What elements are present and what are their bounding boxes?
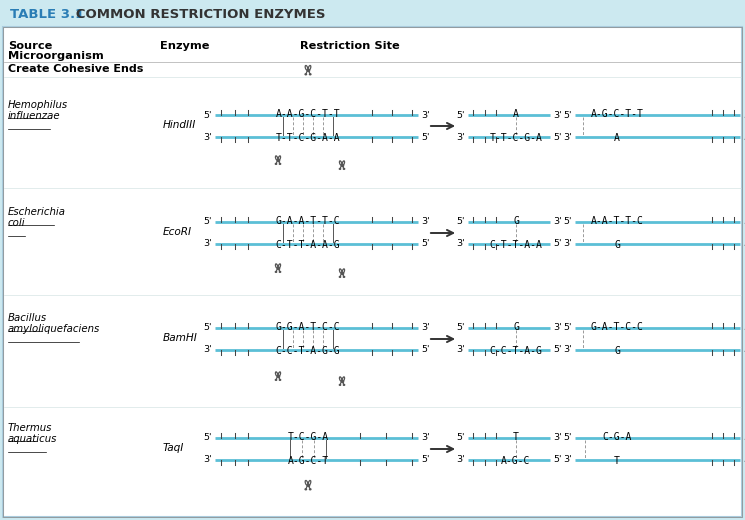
- Text: 5': 5': [421, 345, 430, 355]
- Text: C-G-A: C-G-A: [602, 432, 632, 442]
- Text: G: G: [513, 216, 519, 226]
- Text: T-T-C-G-A-A: T-T-C-G-A-A: [276, 133, 340, 143]
- Text: 5': 5': [743, 240, 745, 249]
- Text: 3': 3': [553, 323, 562, 332]
- Text: 3': 3': [203, 133, 212, 141]
- Text: 5': 5': [457, 434, 465, 443]
- Text: 3': 3': [563, 240, 572, 249]
- Text: C-T-T-A-A: C-T-T-A-A: [489, 240, 542, 250]
- Text: 3': 3': [203, 456, 212, 464]
- Text: C-C-T-A-G-G: C-C-T-A-G-G: [276, 346, 340, 356]
- Text: T: T: [513, 432, 519, 442]
- Text: 3': 3': [457, 240, 465, 249]
- Text: 5': 5': [563, 323, 572, 332]
- Text: Escherichia: Escherichia: [8, 207, 66, 217]
- Text: 5': 5': [421, 456, 430, 464]
- Text: 5': 5': [553, 133, 562, 141]
- Text: T-T-C-G-A: T-T-C-G-A: [489, 133, 542, 143]
- Text: 3': 3': [421, 110, 430, 120]
- Text: 3': 3': [457, 345, 465, 355]
- Text: amyloliquefaciens: amyloliquefaciens: [8, 324, 101, 334]
- Text: 3': 3': [421, 217, 430, 227]
- Text: A-G-C-T: A-G-C-T: [288, 456, 329, 466]
- Text: G-A-A-T-T-C: G-A-A-T-T-C: [276, 216, 340, 226]
- Text: A-G-C: A-G-C: [501, 456, 530, 466]
- Text: Thermus: Thermus: [8, 423, 52, 433]
- Text: 5': 5': [743, 345, 745, 355]
- Text: 3': 3': [743, 323, 745, 332]
- Text: G: G: [513, 322, 519, 332]
- Text: Microorganism: Microorganism: [8, 51, 104, 61]
- Text: EcoRI: EcoRI: [163, 227, 192, 237]
- Text: 3': 3': [553, 217, 562, 227]
- Text: 5': 5': [563, 434, 572, 443]
- Text: 5': 5': [563, 110, 572, 120]
- Text: BamHI: BamHI: [163, 333, 198, 343]
- Text: 5': 5': [743, 133, 745, 141]
- Text: Enzyme: Enzyme: [160, 41, 209, 51]
- Text: T: T: [614, 456, 620, 466]
- Text: TABLE 3.1: TABLE 3.1: [10, 7, 84, 20]
- Text: 5': 5': [457, 110, 465, 120]
- Text: 3': 3': [563, 345, 572, 355]
- Text: G-A-T-C-C: G-A-T-C-C: [591, 322, 644, 332]
- Text: coli: coli: [8, 218, 25, 228]
- Text: 5': 5': [563, 217, 572, 227]
- Text: C-C-T-A-G: C-C-T-A-G: [489, 346, 542, 356]
- Text: G-G-A-T-C-C: G-G-A-T-C-C: [276, 322, 340, 332]
- Text: 3': 3': [563, 456, 572, 464]
- Text: 3': 3': [743, 434, 745, 443]
- Text: 3': 3': [743, 217, 745, 227]
- Text: A-G-C-T-T: A-G-C-T-T: [591, 109, 644, 119]
- Text: 5': 5': [203, 217, 212, 227]
- Text: A: A: [513, 109, 519, 119]
- Text: G: G: [614, 346, 620, 356]
- Text: 5': 5': [203, 110, 212, 120]
- Text: A: A: [614, 133, 620, 143]
- Text: Hemophilus: Hemophilus: [8, 100, 68, 110]
- Text: TaqI: TaqI: [163, 443, 184, 453]
- Text: 5': 5': [203, 434, 212, 443]
- Text: Create Cohesive Ends: Create Cohesive Ends: [8, 64, 143, 74]
- Text: aquaticus: aquaticus: [8, 434, 57, 444]
- Text: C-T-T-A-A-G: C-T-T-A-A-G: [276, 240, 340, 250]
- Bar: [0, 0, 745, 27]
- Text: 5': 5': [457, 323, 465, 332]
- Text: 5': 5': [421, 240, 430, 249]
- Text: 5': 5': [457, 217, 465, 227]
- Text: 5': 5': [553, 345, 562, 355]
- Text: Bacillus: Bacillus: [8, 313, 47, 323]
- Text: 3': 3': [553, 434, 562, 443]
- Text: T-C-G-A: T-C-G-A: [288, 432, 329, 442]
- Text: 3': 3': [553, 110, 562, 120]
- Text: HindIII: HindIII: [163, 120, 197, 130]
- Text: 3': 3': [457, 133, 465, 141]
- Text: A-A-T-T-C: A-A-T-T-C: [591, 216, 644, 226]
- Text: 5': 5': [553, 456, 562, 464]
- Text: influenzae: influenzae: [8, 111, 60, 121]
- Text: 5': 5': [203, 323, 212, 332]
- Text: 3': 3': [743, 110, 745, 120]
- Text: 5': 5': [421, 133, 430, 141]
- Text: 5': 5': [743, 456, 745, 464]
- Text: 3': 3': [421, 323, 430, 332]
- Text: 3': 3': [203, 240, 212, 249]
- Text: COMMON RESTRICTION ENZYMES: COMMON RESTRICTION ENZYMES: [62, 7, 326, 20]
- Text: Source: Source: [8, 41, 52, 51]
- Text: 5': 5': [553, 240, 562, 249]
- Text: 3': 3': [563, 133, 572, 141]
- Text: 3': 3': [203, 345, 212, 355]
- Text: Restriction Site: Restriction Site: [300, 41, 400, 51]
- Text: 3': 3': [457, 456, 465, 464]
- Text: A-A-G-C-T-T: A-A-G-C-T-T: [276, 109, 340, 119]
- Text: 3': 3': [421, 434, 430, 443]
- Text: G: G: [614, 240, 620, 250]
